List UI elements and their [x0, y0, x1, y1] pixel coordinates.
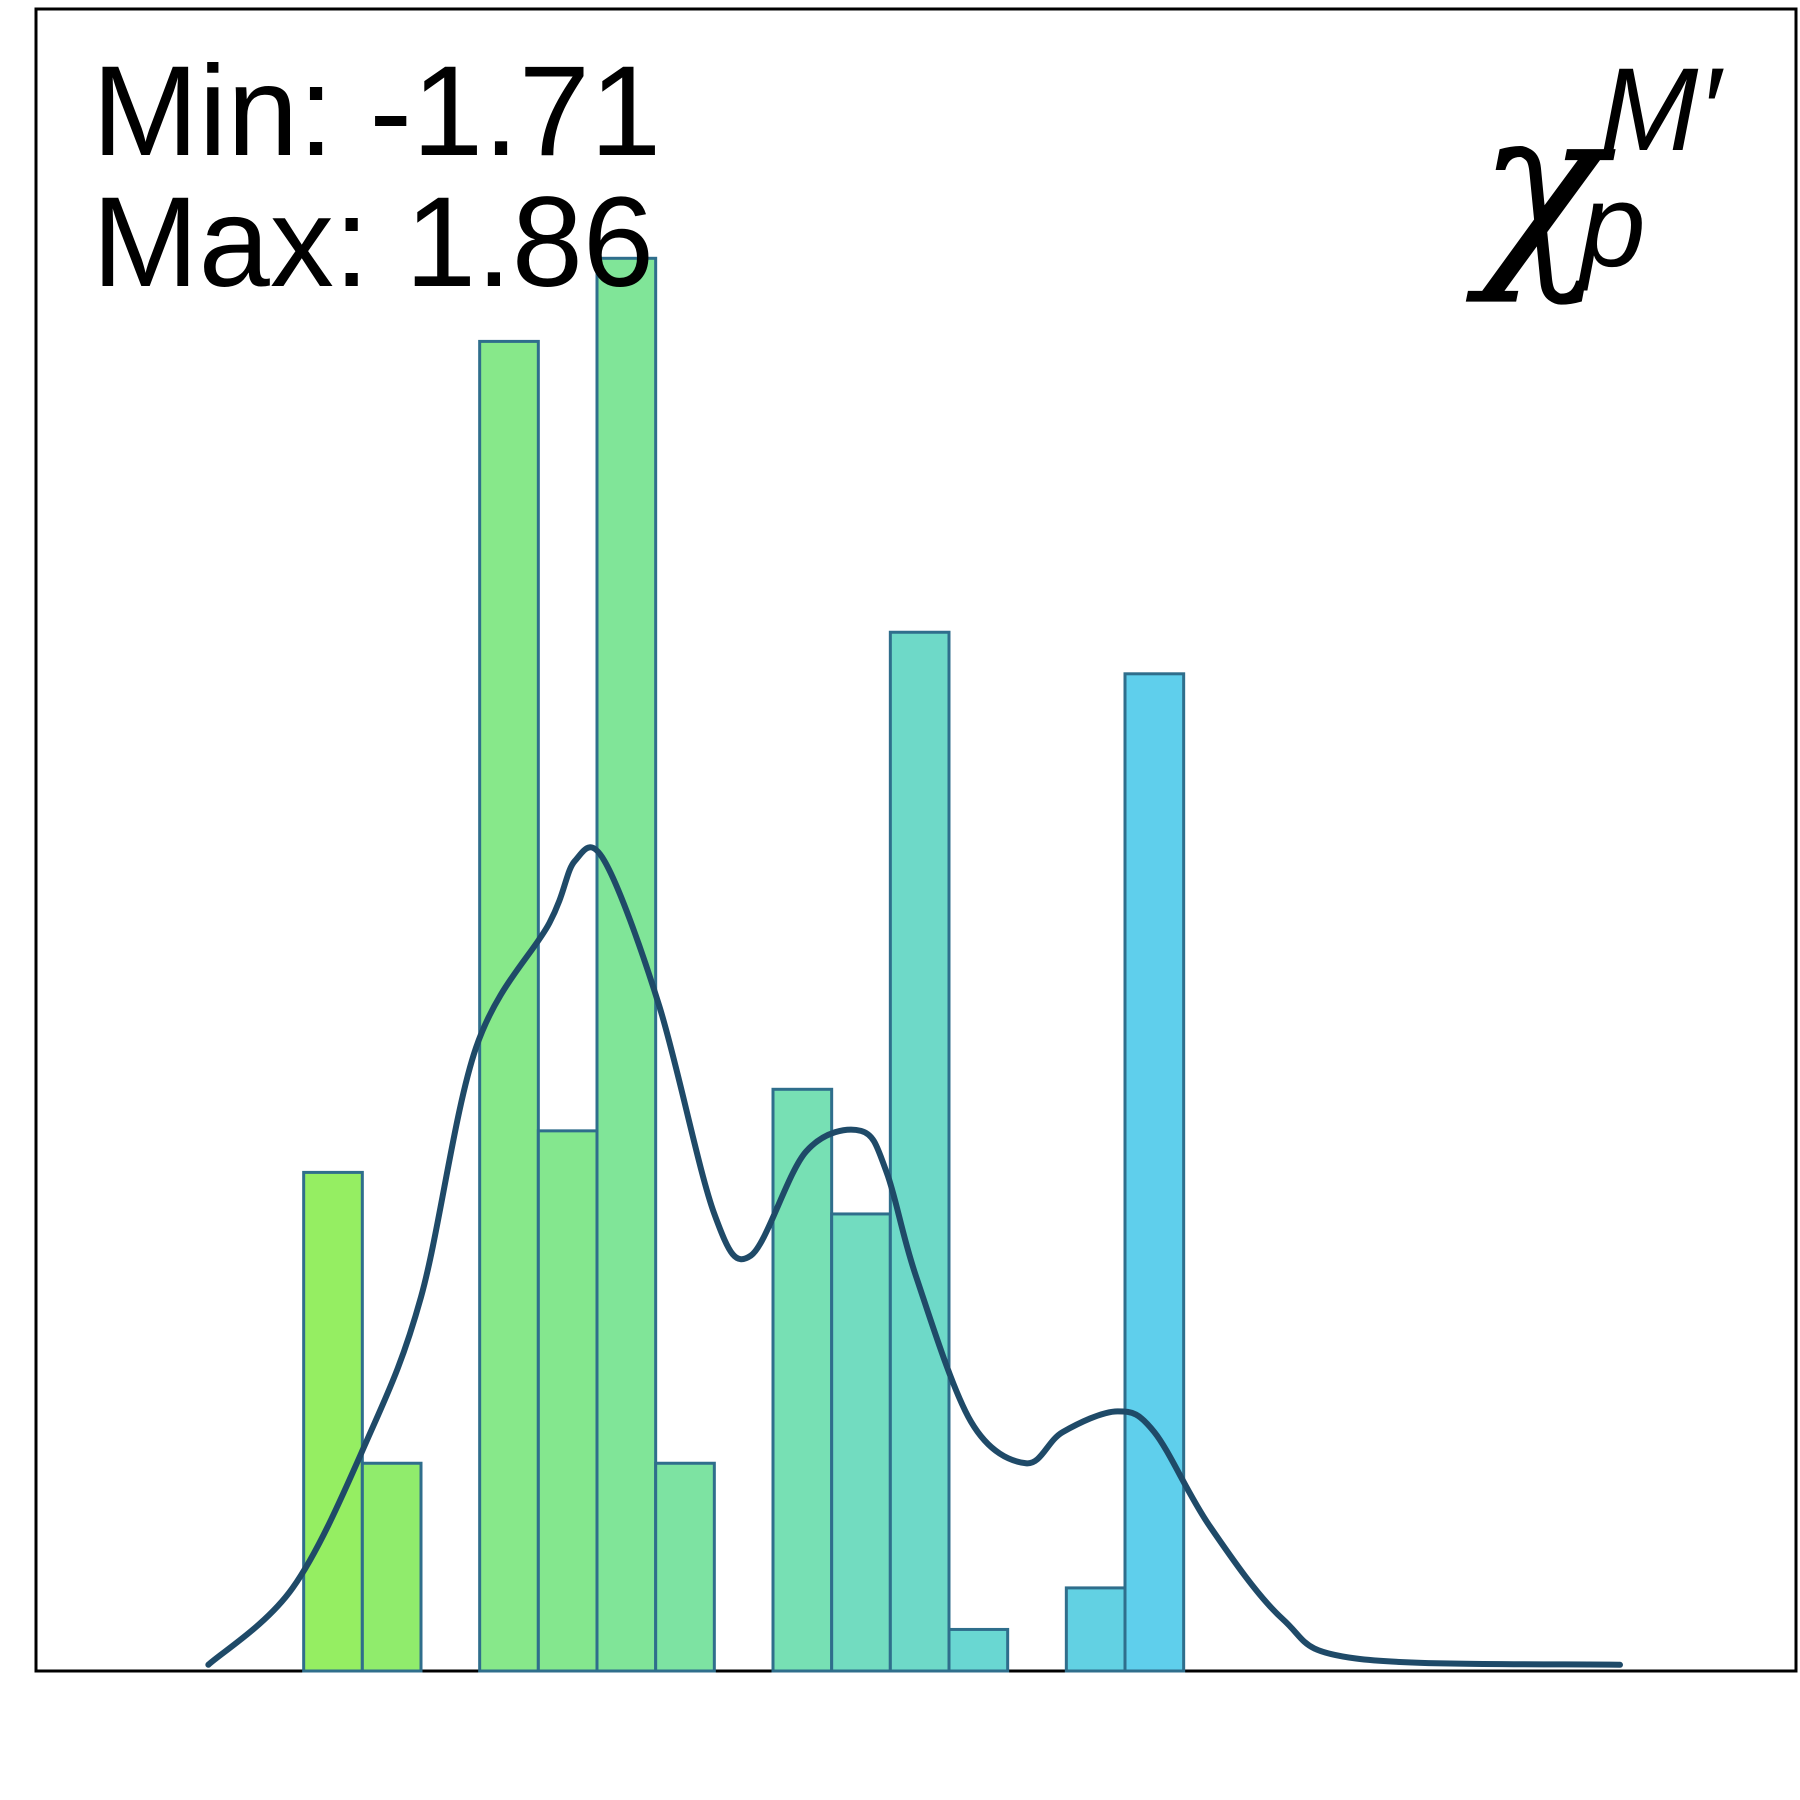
- histogram-bar: [536, 1129, 599, 1673]
- histogram-bar: [947, 1627, 1010, 1673]
- density-curve: [205, 844, 1623, 1668]
- max-label: Max: 1.86: [92, 171, 654, 314]
- histogram-bar: [1064, 1586, 1127, 1673]
- symbol-subscript: p: [1577, 160, 1646, 292]
- histogram-bar: [302, 1170, 364, 1673]
- symbol-superscript: M′: [1600, 44, 1724, 176]
- histogram-bar: [360, 1461, 423, 1673]
- histogram-bar: [654, 1461, 716, 1673]
- histogram-bar: [1123, 672, 1186, 1673]
- variable-symbol: χ p M′: [1465, 44, 1724, 308]
- histogram-bar: [888, 630, 951, 1673]
- histogram-bar: [771, 1087, 834, 1673]
- histogram-bars: [302, 256, 1186, 1673]
- histogram-bar: [830, 1212, 892, 1673]
- symbol-base: χ: [1465, 63, 1616, 308]
- histogram-bar: [478, 339, 540, 1673]
- min-label: Min: -1.71: [92, 40, 661, 183]
